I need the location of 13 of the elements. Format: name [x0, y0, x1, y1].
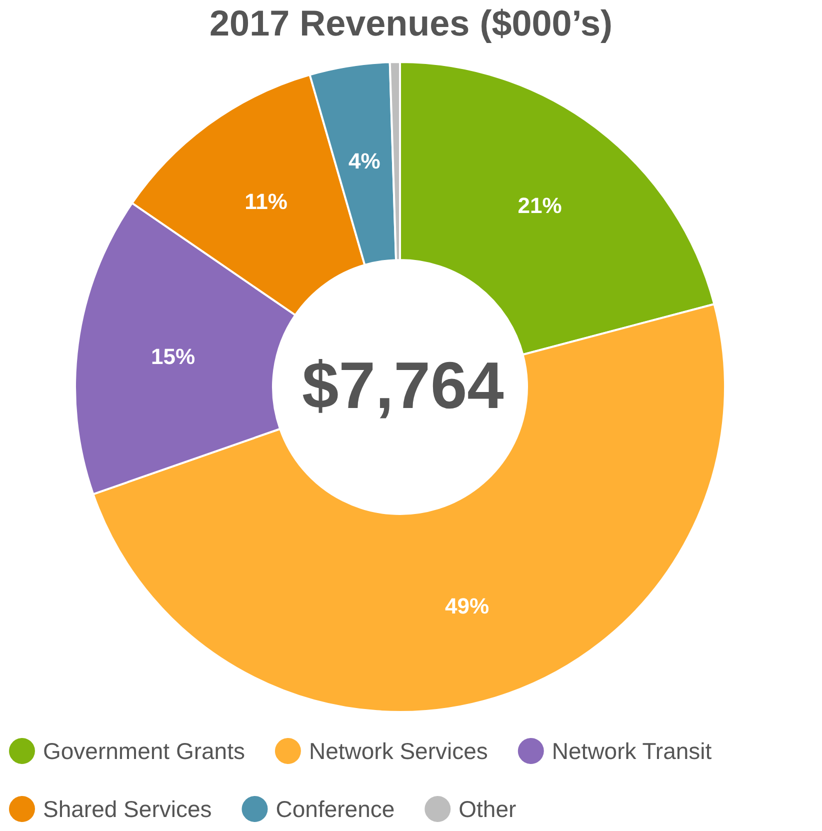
legend-label: Government Grants — [43, 738, 245, 764]
chart-title: 2017 Revenues ($000’s) — [210, 2, 612, 44]
data-label: 11% — [244, 188, 288, 214]
data-label: 4% — [348, 148, 380, 174]
legend-label: Network Services — [308, 738, 488, 764]
data-label: 15% — [150, 344, 196, 370]
legend-label: Shared Services — [43, 796, 212, 822]
legend-label: Conference — [276, 796, 395, 822]
legend-label: Network Transit — [552, 738, 712, 764]
data-label: 49% — [444, 593, 490, 618]
text: $7,764 — [302, 348, 504, 422]
legend-label: Other — [458, 796, 517, 822]
data-label: 21% — [518, 193, 562, 218]
